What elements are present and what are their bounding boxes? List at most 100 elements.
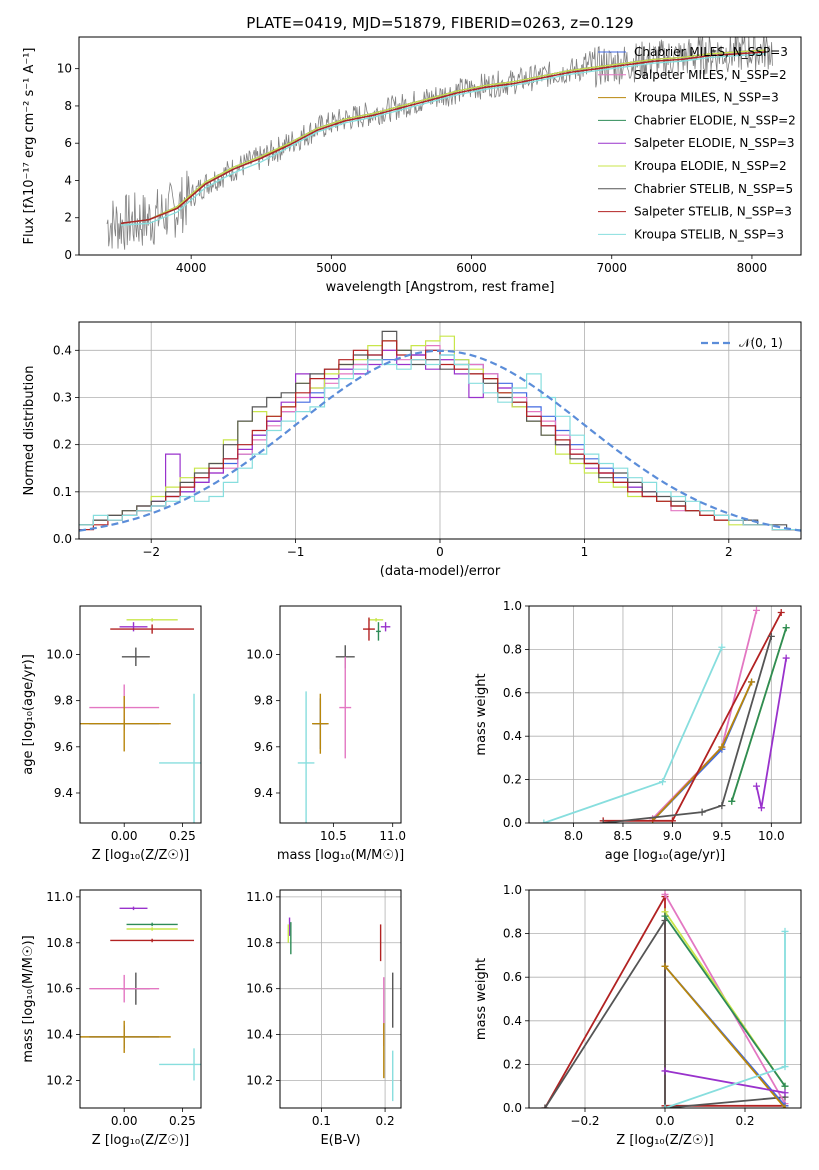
- spectrum-legend-label-salpeter_elodie: Salpeter ELODIE, N_SSP=3: [634, 136, 795, 150]
- massweight_vs_age-line-chabrier_stelib: [603, 636, 773, 823]
- massweight_vs_z-ytick-label: 0.0: [503, 1101, 522, 1115]
- residuals-xlabel: (data-model)/error: [380, 564, 501, 579]
- massweight_vs_z-marker-kroupa_stelib: [781, 1063, 789, 1071]
- massweight_vs_age-marker-salpeter_elodie: [752, 782, 760, 790]
- massweight_vs_z-marker-salpeter_elodie: [781, 1089, 789, 1097]
- massweight_vs_z-axes: −0.2 0.0 0.2 0.0 0.2 0.4 0.6 0.8 1.0 Z [log₁₀(Z/Z…: [474, 883, 801, 1148]
- age_vs_z-frame: [79, 605, 202, 824]
- massweight_vs_z-marker-chabrier_stelib: [541, 1104, 549, 1108]
- mass_vs_ebv-ytick-label: 10.2: [246, 1073, 273, 1087]
- massweight_vs_age-marker-chabrier_elodie: [728, 797, 736, 805]
- massweight_vs_z-xtick-label: −0.2: [570, 1114, 599, 1128]
- figure-title: PLATE=0419, MJD=51879, FIBERID=0263, z=0…: [246, 14, 633, 32]
- age_vs_z-xlabel: Z [log₁₀(Z/Z☉)]: [92, 848, 189, 863]
- massweight_vs_z-ytick-label: 0.4: [503, 1014, 522, 1028]
- spectrum-ylabel: Flux [fλ10⁻¹⁷ erg cm⁻² s⁻¹ A⁻¹]: [22, 48, 37, 245]
- mass_vs_ebv-ytick-label: 10.4: [246, 1028, 273, 1042]
- massweight_vs_age-marker-salpeter_elodie: [757, 804, 765, 812]
- spectrum-legend-label-salpeter_stelib: Salpeter STELIB, N_SSP=3: [634, 205, 792, 219]
- massweight_vs_z-line-chabrier_stelib: [544, 917, 786, 1108]
- residuals-ytick-label: 0.4: [53, 343, 72, 357]
- mass_vs_z-xlabel: Z [log₁₀(Z/Z☉)]: [92, 1133, 189, 1148]
- residual-histogram-kroupa_stelib: [79, 354, 801, 531]
- spectrum-ytick-label: 0: [64, 248, 72, 262]
- age_vs_z-xtick-label: 0.00: [111, 829, 138, 843]
- massweight_vs_z-marker-kroupa_stelib: [661, 1104, 669, 1108]
- massweight_vs_z-line-kroupa_miles: [664, 965, 786, 1108]
- spectrum-xlabel: wavelength [Angstrom, rest frame]: [326, 280, 555, 295]
- massweight_vs_z-marker-chabrier_elodie: [781, 1082, 789, 1090]
- age_vs_z-ylabel: age [log₁₀(age/yr)]: [21, 654, 36, 775]
- residuals-xtick-label: 2: [725, 545, 733, 559]
- spectrum-legend-label-chabrier_stelib: Chabrier STELIB, N_SSP=5: [634, 182, 793, 196]
- massweight_vs_z-ytick-label: 0.8: [503, 927, 522, 941]
- mass_vs_z-ytick-label: 10.2: [46, 1073, 73, 1087]
- mass_vs_z-xtick-label: 0.00: [111, 1114, 138, 1128]
- spectrum-xtick-label: 5000: [316, 261, 347, 275]
- mass_vs_z-xtick-label: 0.25: [169, 1114, 196, 1128]
- massweight_vs_age-ytick-label: 1.0: [503, 599, 522, 613]
- age_vs_mass-ytick-label: 9.8: [254, 694, 273, 708]
- massweight_vs_age-line-chabrier_elodie: [730, 627, 788, 802]
- massweight_vs_age-line-kroupa_miles: [651, 681, 753, 822]
- massweight_vs_z-ylabel: mass weight: [474, 958, 489, 1040]
- spectrum-axes: 4000 5000 6000 7000 8000 0 2 4 6 8 10 wavelength [A…: [22, 48, 767, 296]
- massweight_vs_age-ytick-label: 0.8: [503, 642, 522, 656]
- massweight_vs_z-ytick-label: 0.6: [503, 970, 522, 984]
- massweight_vs_age-marker-chabrier_stelib: [718, 802, 726, 810]
- massweight_vs_age-frame: [528, 605, 802, 824]
- massweight_vs_age-ytick-label: 0.6: [503, 686, 522, 700]
- massweight_vs_z-ytick-label: 0.2: [503, 1057, 522, 1071]
- massweight_vs_age-line-salpeter_miles: [651, 610, 758, 820]
- spectrum-legend-label-kroupa_elodie: Kroupa ELODIE, N_SSP=2: [634, 159, 787, 173]
- massweight_vs_age-marker-kroupa_stelib: [659, 778, 667, 786]
- mass_vs_z-axes: 0.00 0.25 10.2 10.4 10.6 10.8 11.0 Z [log₁₀(Z/Z…: [21, 890, 196, 1148]
- massweight_vs_z-line-salpeter_elodie: [664, 1070, 786, 1094]
- spectrum-ytick-label: 2: [64, 211, 72, 225]
- massweight_vs_age-line-kroupa_stelib: [543, 646, 723, 823]
- mass_vs_ebv-ytick-label: 10.8: [246, 936, 273, 950]
- mass_vs_z-frame: [79, 889, 202, 1109]
- massweight_vs_z-marker-kroupa_miles: [781, 1104, 789, 1108]
- age_vs_z-ytick-label: 10.0: [46, 647, 73, 661]
- residuals-ytick-label: 0.0: [53, 532, 72, 546]
- massweight_vs_age-line-chabrier_miles: [651, 681, 753, 822]
- spectrum-legend-label-kroupa_stelib: Kroupa STELIB, N_SSP=3: [634, 227, 784, 241]
- spectrum-legend-label-kroupa_miles: Kroupa MILES, N_SSP=3: [634, 91, 779, 105]
- residual-histogram-salpeter_stelib: [79, 340, 801, 531]
- age_vs_mass-axes: 10.5 11.0 9.4 9.6 9.8 10.0 mass [log₁₀(M/M☉)]: [246, 647, 406, 863]
- residuals-axes: −2 −1 0 1 2 0.0 0.1 0.2 0.3 0.4 (data-model)/error…: [22, 322, 801, 579]
- mass_vs_ebv-ytick-label: 10.6: [246, 982, 273, 996]
- massweight_vs_z-ytick-label: 1.0: [503, 883, 522, 897]
- massweight_vs_age-marker-kroupa_miles: [718, 743, 726, 751]
- mass_vs_z-ytick-label: 10.4: [46, 1028, 73, 1042]
- spectrum-series-salpeter_stelib: [121, 51, 767, 224]
- residuals-xtick-label: 1: [581, 545, 589, 559]
- massweight_vs_z-marker-salpeter_miles: [661, 890, 669, 898]
- mass_vs_z-ytick-label: 11.0: [46, 890, 73, 904]
- massweight_vs_z-xlabel: Z [log₁₀(Z/Z☉)]: [616, 1133, 713, 1148]
- age_vs_z-axes: 0.00 0.25 9.4 9.6 9.8 10.0 Z [log₁₀(Z/Z☉)] age …: [21, 647, 196, 863]
- massweight_vs_z-frame: [528, 889, 802, 1109]
- age_vs_mass-ytick-label: 9.6: [254, 740, 273, 754]
- massweight_vs_age-marker-kroupa_miles: [748, 678, 756, 686]
- age_vs_mass-xlabel: mass [log₁₀(M/M☉)]: [277, 848, 404, 863]
- mass_vs_ebv-xlabel: E(B-V): [320, 1133, 360, 1148]
- spectrum-legend-label-salpeter_miles: Salpeter MILES, N_SSP=2: [634, 68, 787, 82]
- massweight_vs_age-marker-chabrier_stelib: [698, 808, 706, 816]
- mass_vs_ebv-frame: [279, 889, 402, 1109]
- mass_vs_ebv-xtick-label: 0.1: [312, 1114, 331, 1128]
- massweight_vs_age-marker-chabrier_stelib: [767, 632, 775, 640]
- massweight_vs_z-xtick-label: 0.2: [735, 1114, 754, 1128]
- spectrum-series-kroupa_elodie: [121, 49, 767, 224]
- spectrum-legend-label-chabrier_elodie: Chabrier ELODIE, N_SSP=2: [634, 113, 796, 127]
- residuals-xtick-label: −1: [287, 545, 305, 559]
- massweight_vs_age-ytick-label: 0.2: [503, 773, 522, 787]
- massweight_vs_age-marker-salpeter_stelib: [777, 609, 785, 617]
- massweight_vs_z-marker-salpeter_elodie: [661, 1067, 669, 1075]
- massweight_vs_age-xtick-label: 10.0: [758, 829, 785, 843]
- massweight_vs_age-marker-kroupa_stelib: [540, 819, 548, 823]
- massweight_vs_z-marker-kroupa_stelib: [781, 927, 789, 935]
- age_vs_z-ytick-label: 9.6: [54, 740, 73, 754]
